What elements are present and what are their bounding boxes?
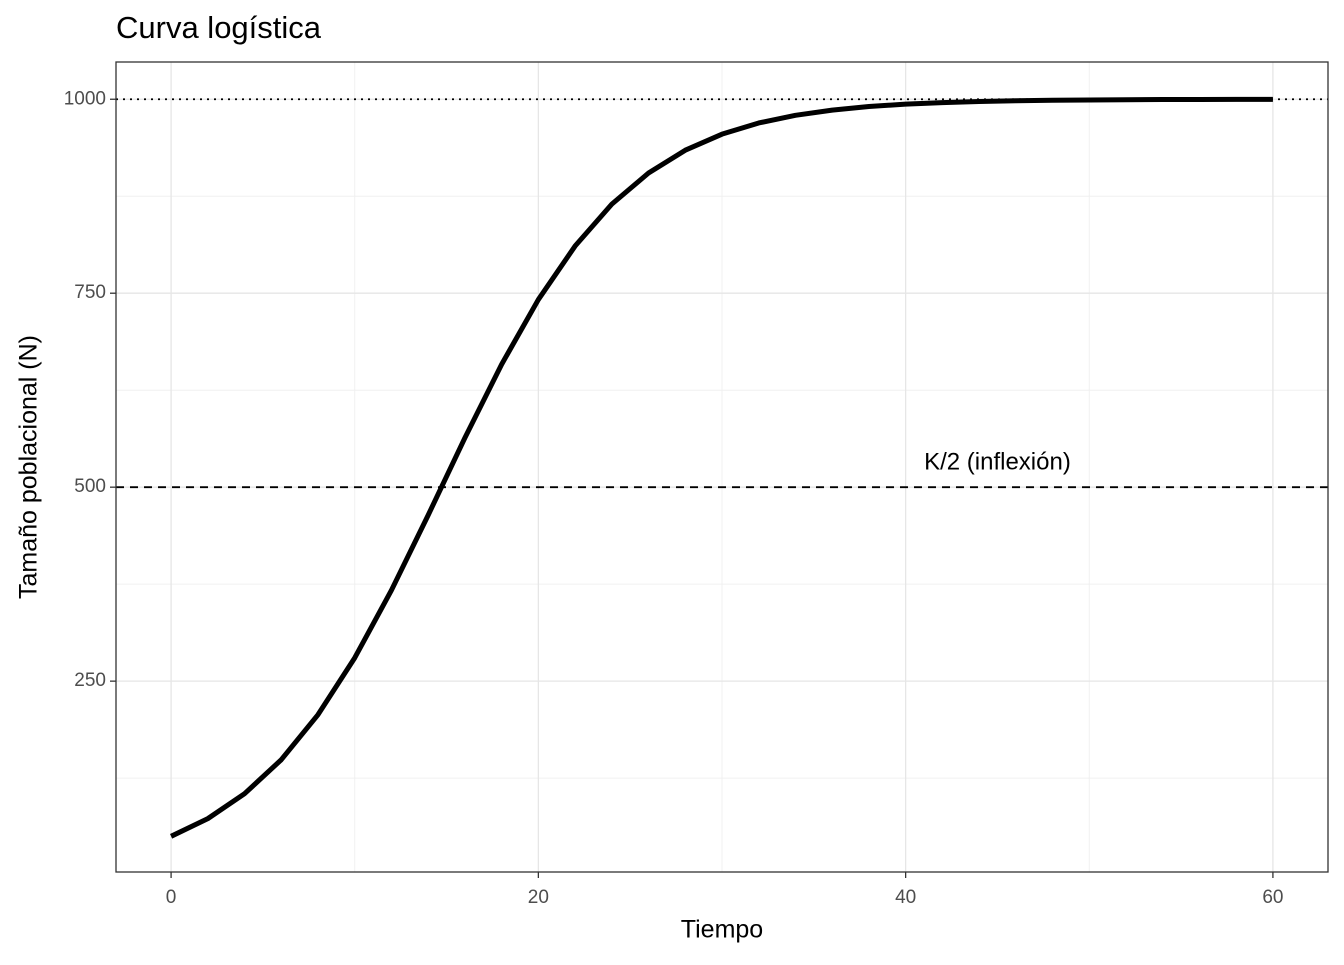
x-axis-label: Tiempo bbox=[681, 916, 763, 944]
x-tick-label: 0 bbox=[166, 887, 177, 908]
x-tick-label: 20 bbox=[528, 887, 549, 908]
y-tick-label: 250 bbox=[74, 670, 106, 691]
annotation: K/2 (inflexión) bbox=[924, 448, 1071, 475]
y-tick-label: 1000 bbox=[64, 88, 106, 109]
y-tick-label: 500 bbox=[74, 476, 106, 497]
chart-title: Curva logística bbox=[116, 10, 322, 45]
plot-border bbox=[115, 61, 1329, 873]
data-line bbox=[170, 96, 1273, 839]
x-tick-label: 40 bbox=[895, 887, 916, 908]
y-axis-label: Tamaño poblacional (N) bbox=[15, 335, 43, 599]
x-tick-label: 60 bbox=[1262, 887, 1283, 908]
y-tick-label: 750 bbox=[74, 282, 106, 303]
